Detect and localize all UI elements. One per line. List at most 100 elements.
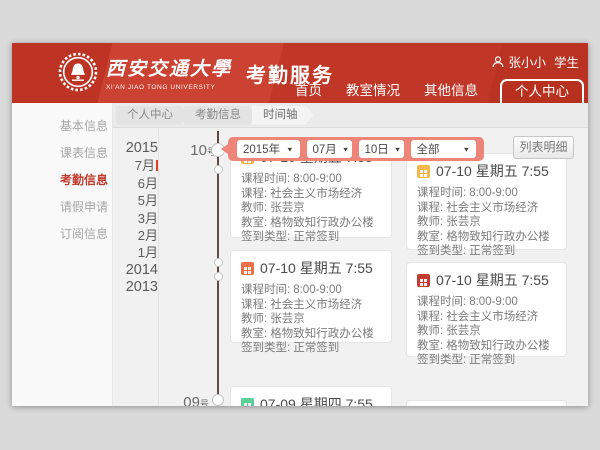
chevron-down-icon [463, 145, 470, 153]
card-field: 课程: 社会主义市场经济 [241, 298, 381, 313]
sidebar-item-timetable-info[interactable]: 课表信息 [60, 146, 109, 160]
timeline-year-2013[interactable]: 2013 [125, 279, 158, 296]
user-info[interactable]: 张小小 学生 [492, 52, 579, 71]
field-value: 社会主义市场经济 [446, 310, 539, 323]
day-select[interactable]: 10日 [358, 140, 404, 158]
app-header: 西安交通大學 XI'AN JIAO TONG UNIVERSITY 考勤服务 张… [12, 43, 588, 103]
timeline-month-7[interactable]: 7月 [112, 157, 158, 174]
card-field: 教师: 张芸京 [241, 201, 381, 216]
calendar-icon [417, 164, 430, 178]
day-select-value: 10日 [364, 144, 389, 156]
timeline-node [212, 394, 224, 406]
card-field: 课程时间: 8:00-9:00 [241, 172, 381, 187]
timeline-year-2015[interactable]: 2015 [125, 140, 158, 156]
field-label: 课程时间: [417, 187, 467, 199]
field-value: 格物致知行政办公楼 [270, 327, 374, 340]
user-role: 学生 [553, 56, 579, 70]
main-nav: 首页 教室情况 其他信息 个人中心 [283, 77, 584, 103]
scope-select[interactable]: 全部 [410, 140, 476, 158]
person-icon [493, 55, 504, 67]
field-label: 教室: [417, 339, 444, 352]
card-field: 课程时间: 8:00-9:00 [241, 283, 381, 298]
attendance-card: 07-10 星期五 7:55 课程时间:8:00-9:00 课程:社会主义市场经… [230, 250, 392, 354]
year-select-value: 2015年 [243, 144, 281, 156]
nav-item-other-info[interactable]: 其他信息 [424, 83, 478, 98]
field-value: 社会主义市场经济 [270, 298, 363, 311]
breadcrumb-attendance-info[interactable]: 考勤信息 [184, 106, 257, 125]
sidebar-item-leave-request[interactable]: 请假申请 [60, 200, 109, 214]
breadcrumb-personal-center[interactable]: 个人中心 [116, 106, 189, 125]
calendar-icon [241, 397, 254, 406]
field-value: 社会主义市场经济 [270, 187, 363, 200]
card-field: 签到类型: 正常签到 [417, 244, 556, 259]
timeline-node [214, 272, 223, 281]
card-field: 教师: 张芸京 [241, 312, 381, 327]
field-value: 8:00-9:00 [469, 187, 518, 199]
field-label: 课程时间: [241, 173, 291, 185]
month-select[interactable]: 07月 [306, 140, 352, 158]
chevron-down-icon [286, 145, 293, 153]
university-name-en: XI'AN JIAO TONG UNIVERSITY [106, 84, 216, 91]
timeline-year-2014[interactable]: 2014 [125, 261, 158, 278]
sidebar-item-subscription-info[interactable]: 订阅信息 [60, 227, 109, 241]
field-label: 教室: [417, 230, 444, 243]
field-value: 正常签到 [469, 354, 516, 367]
field-value: 8:00-9:00 [293, 284, 342, 296]
date-filter-bar: 2015年 07月 10日 全部 [221, 137, 484, 161]
nav-item-home[interactable]: 首页 [295, 83, 322, 98]
field-label: 课程: [241, 187, 268, 200]
chevron-down-icon [342, 145, 349, 153]
field-label: 教师: [417, 325, 444, 338]
timeline-month-5[interactable]: 5月 [137, 193, 158, 209]
sidebar-timeline-divider [158, 128, 159, 406]
nav-tab-personal-center[interactable]: 个人中心 [500, 79, 584, 103]
field-label: 课程: [417, 310, 444, 323]
field-label: 签到类型: [417, 354, 467, 367]
card-field: 课程时间: 8:00-9:00 [417, 186, 556, 201]
timeline-node [214, 165, 223, 174]
timeline-axis [217, 131, 219, 406]
year-select[interactable]: 2015年 [237, 140, 300, 158]
nav-item-classrooms[interactable]: 教室情况 [346, 83, 400, 98]
university-brand: 西安交通大學 XI'AN JIAO TONG UNIVERSITY [106, 54, 232, 91]
seal-icon [417, 273, 430, 287]
card-field: 教室: 格物致知行政办公楼 [241, 327, 381, 342]
attendance-card-clipped [406, 400, 567, 406]
field-value: 张芸京 [446, 216, 481, 229]
day-number: 10 [190, 142, 207, 159]
field-label: 课程: [417, 201, 444, 214]
sidebar-item-basic-info[interactable]: 基本信息 [60, 119, 109, 133]
university-name-cn: 西安交通大學 [106, 58, 233, 80]
field-value: 社会主义市场经济 [446, 201, 539, 214]
user-name: 张小小 [508, 56, 546, 70]
current-month-indicator [156, 160, 158, 172]
month-select-value: 07月 [312, 144, 337, 156]
timeline-month-2[interactable]: 2月 [137, 227, 158, 243]
day-number: 09 [183, 394, 200, 406]
timeline-date-nav: 2015 7月 6月 5月 3月 2月 1月 2014 2013 [112, 140, 159, 297]
timeline-month-6[interactable]: 6月 [137, 175, 158, 191]
card-title: 07-10 星期五 7:55 [260, 260, 373, 276]
card-field: 教师: 张芸京 [417, 215, 556, 230]
field-label: 课程时间: [241, 284, 291, 296]
timeline-month-1[interactable]: 1月 [137, 245, 158, 261]
app-title: 考勤服务 [246, 65, 334, 87]
list-detail-button[interactable]: 列表明细 [513, 136, 574, 159]
scope-select-value: 全部 [416, 144, 440, 156]
attendance-app-window: 西安交通大學 XI'AN JIAO TONG UNIVERSITY 考勤服务 张… [12, 43, 588, 406]
field-label: 课程时间: [417, 296, 467, 308]
chevron-down-icon [394, 145, 401, 153]
card-title: 07-10 星期五 7:55 [436, 163, 549, 179]
breadcrumb-timeline[interactable]: 时间轴 [252, 106, 314, 125]
attendance-card: 07-10 星期五 7:55 课程时间:8:00-9:00 课程:社会主义市场经… [406, 262, 567, 366]
field-value: 格物致知行政办公楼 [446, 339, 550, 352]
field-label: 签到类型: [241, 342, 291, 355]
field-label: 教师: [241, 202, 268, 215]
timeline-month-3[interactable]: 3月 [137, 210, 158, 226]
card-field: 教室: 格物致知行政办公楼 [417, 339, 556, 354]
field-label: 签到类型: [417, 245, 467, 258]
sidebar-item-attendance-info[interactable]: 考勤信息 [60, 173, 109, 187]
field-value: 张芸京 [270, 313, 305, 326]
field-value: 张芸京 [270, 202, 305, 215]
